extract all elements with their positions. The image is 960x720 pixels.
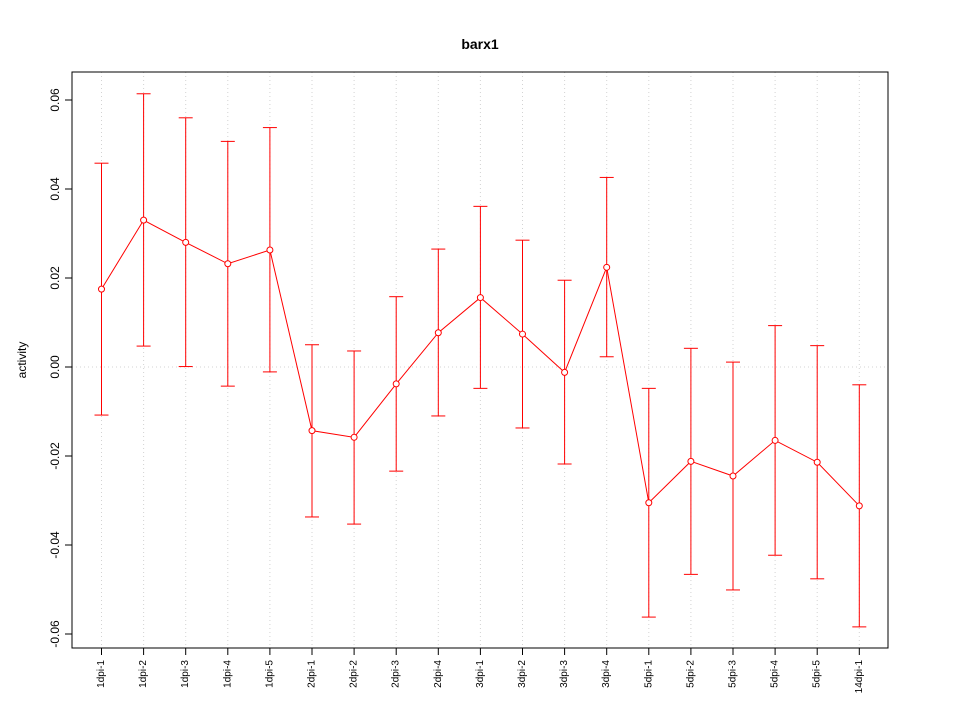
x-tick-label: 5dpi-4 xyxy=(770,660,781,688)
data-point xyxy=(182,238,190,246)
x-tick-label: 5dpi-2 xyxy=(685,660,696,688)
data-point xyxy=(392,380,400,388)
y-tick-label: 0.04 xyxy=(48,177,62,201)
x-tick-label: 14dpi-1 xyxy=(854,660,865,694)
data-point xyxy=(476,294,484,302)
data-point xyxy=(224,260,232,268)
x-tick-label: 2dpi-3 xyxy=(391,660,402,688)
x-tick-label: 2dpi-2 xyxy=(349,660,360,688)
data-point xyxy=(434,329,442,337)
y-axis-label: activity xyxy=(15,342,29,379)
chart-title: barx1 xyxy=(461,36,499,52)
data-point xyxy=(266,246,274,254)
data-point xyxy=(771,436,779,444)
data-point xyxy=(98,285,105,293)
error-bars xyxy=(94,93,867,628)
data-point xyxy=(645,499,653,507)
x-tick-label: 1dpi-5 xyxy=(264,660,275,688)
data-point xyxy=(855,502,863,510)
x-tick-label: 5dpi-5 xyxy=(812,660,823,688)
x-tick-label: 1dpi-1 xyxy=(96,660,107,688)
data-point xyxy=(519,330,526,338)
x-tick-label: 5dpi-1 xyxy=(643,660,654,688)
data-point xyxy=(308,427,316,435)
data-point xyxy=(140,216,148,224)
y-tick-label: -0.04 xyxy=(48,531,62,559)
data-point xyxy=(729,472,737,480)
x-tick-label: 1dpi-3 xyxy=(180,660,191,688)
x-tick-label: 3dpi-1 xyxy=(475,660,486,688)
y-tick-label: 0.06 xyxy=(48,88,62,112)
x-tick-label: 3dpi-4 xyxy=(601,660,612,688)
y-tick-label: 0.02 xyxy=(48,266,62,290)
y-tick-label: -0.06 xyxy=(48,620,62,648)
data-point xyxy=(350,433,358,441)
x-tick-label: 3dpi-2 xyxy=(517,660,528,688)
data-point xyxy=(603,263,611,271)
x-tick-label: 1dpi-2 xyxy=(138,660,149,688)
x-tick-label: 1dpi-4 xyxy=(222,660,233,688)
data-points xyxy=(98,216,863,510)
x-tick-label: 5dpi-3 xyxy=(728,660,739,688)
y-axis: -0.06 -0.04 -0.02 0.00 0.02 0.04 0.06 xyxy=(48,88,72,648)
x-tick-label: 2dpi-1 xyxy=(307,660,318,688)
data-point xyxy=(687,457,695,465)
data-point xyxy=(561,368,569,376)
x-tick-label: 2dpi-4 xyxy=(433,660,444,688)
y-tick-label: 0.00 xyxy=(48,355,62,379)
x-tick-label: 3dpi-3 xyxy=(559,660,570,688)
plot-frame xyxy=(71,71,889,649)
y-tick-label: -0.02 xyxy=(48,442,62,470)
x-axis: 1dpi-1 1dpi-2 1dpi-3 1dpi-4 1dpi-5 2dpi-1 2dpi… xyxy=(96,648,865,693)
data-point xyxy=(813,458,821,466)
